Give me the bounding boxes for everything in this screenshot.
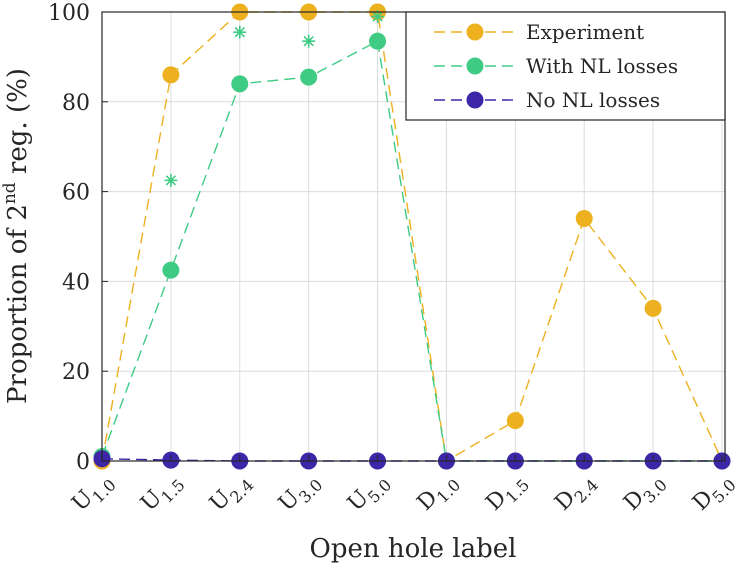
y-tick-label: 100 bbox=[48, 1, 90, 26]
asterisk-marker bbox=[164, 173, 178, 187]
y-axis: 0 20 40 60 80 100 bbox=[48, 1, 108, 475]
data-point bbox=[162, 261, 180, 279]
y-axis-label-superscript: nd bbox=[0, 182, 20, 204]
y-tick-label: 20 bbox=[62, 360, 90, 385]
series-no-nl-losses bbox=[93, 450, 731, 470]
y-tick-label: 80 bbox=[62, 91, 90, 116]
legend-label: Experiment bbox=[526, 20, 644, 44]
y-tick-label: 60 bbox=[62, 181, 90, 206]
legend-label: No NL losses bbox=[526, 88, 660, 112]
x-tick-label: U2.4 bbox=[205, 468, 257, 520]
legend-box bbox=[405, 11, 726, 121]
data-point bbox=[506, 412, 524, 430]
x-tick-label: D2.4 bbox=[550, 468, 602, 520]
legend-marker bbox=[466, 91, 484, 109]
asterisk-stroke bbox=[372, 11, 383, 22]
x-tick-label: U3.0 bbox=[274, 468, 326, 520]
legend-marker bbox=[466, 57, 484, 75]
x-tick-label: D3.0 bbox=[619, 468, 671, 520]
asterisk-stroke bbox=[234, 27, 245, 38]
legend: Experiment With NL losses No NL losses bbox=[405, 11, 726, 121]
asterisk-stroke bbox=[303, 36, 314, 47]
legend-marker bbox=[466, 23, 484, 41]
series-line bbox=[101, 11, 723, 463]
data-point bbox=[575, 210, 593, 228]
asterisk-marker bbox=[302, 34, 316, 48]
asterisk-stroke bbox=[165, 175, 177, 186]
data-point bbox=[300, 68, 318, 86]
y-axis-label: Proportion of 2nd reg. (%) bbox=[0, 68, 33, 404]
x-tick-label: U5.0 bbox=[343, 468, 395, 520]
x-tick-label: D1.0 bbox=[413, 468, 465, 520]
data-point bbox=[369, 32, 387, 50]
data-point bbox=[231, 75, 249, 93]
y-tick-label: 0 bbox=[76, 450, 90, 475]
x-tick-label: D1.5 bbox=[481, 468, 533, 520]
asterisk-marker bbox=[233, 25, 247, 39]
y-tick-label: 40 bbox=[62, 270, 90, 295]
x-tick-label: U1.5 bbox=[136, 468, 188, 520]
data-point bbox=[644, 299, 662, 317]
y-axis-label-prefix: Proportion of 2 bbox=[3, 204, 33, 404]
x-axis-label: Open hole label bbox=[310, 534, 517, 564]
data-point bbox=[162, 66, 180, 84]
x-tick-label: D5.0 bbox=[688, 468, 740, 520]
y-axis-label-suffix: reg. (%) bbox=[3, 68, 33, 182]
legend-label: With NL losses bbox=[526, 54, 678, 78]
x-tick-label: U1.0 bbox=[67, 468, 119, 520]
